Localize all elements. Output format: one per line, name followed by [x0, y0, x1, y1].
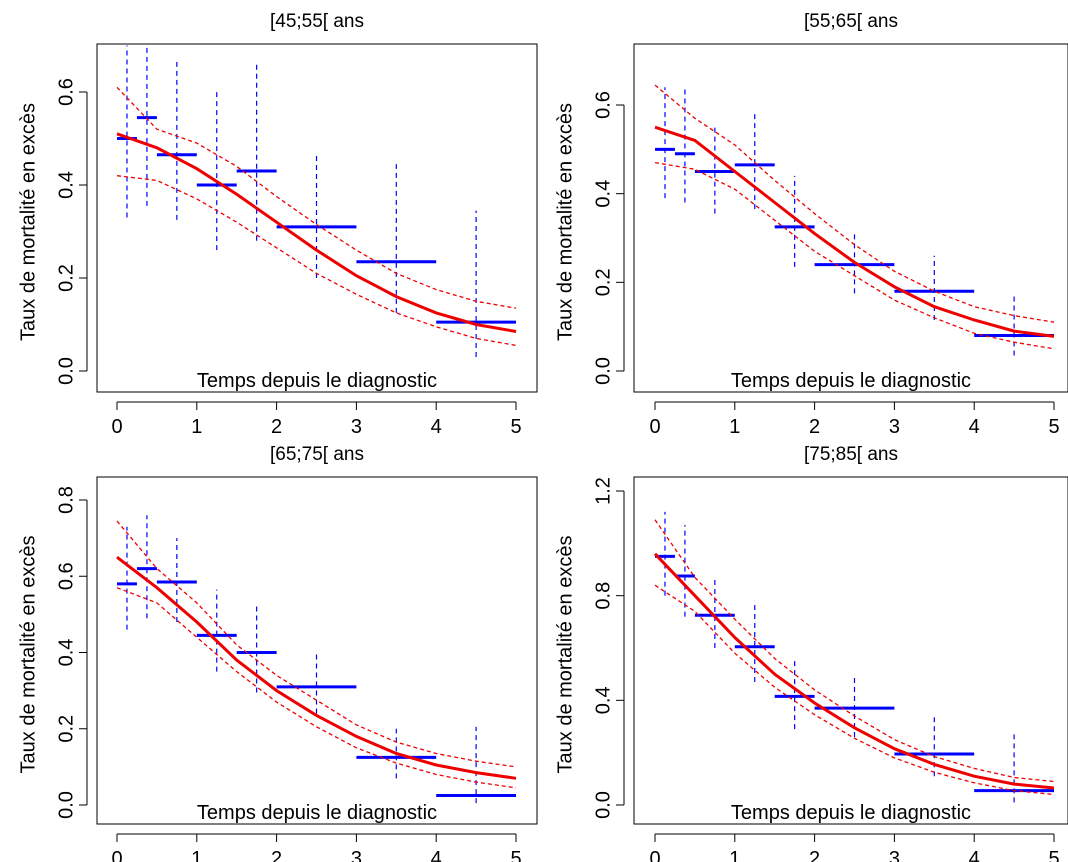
x-tick-label: 5: [1048, 848, 1059, 862]
y-tick-label: 0.0: [592, 357, 614, 385]
model-lower-ci-line: [116, 175, 517, 347]
x-tick-label: 1: [191, 848, 202, 862]
y-tick-label: 0.6: [592, 91, 614, 119]
panel-title: [65;75[ ans: [270, 444, 364, 465]
x-tick-label: 1: [729, 848, 740, 862]
x-tick-label: 4: [969, 848, 980, 862]
panel-1: [45;55[ ans 0 1 2 3 4 5 0.0 0.2 0.4 0.6 Taux de mor…: [17, 11, 538, 438]
y-tick-label: 0.6: [55, 562, 77, 590]
x-tick-label: 2: [809, 416, 820, 438]
model-estimate-line: [116, 132, 517, 333]
x-tick-label: 2: [809, 848, 820, 862]
panel-title: [55;65[ ans: [804, 11, 898, 32]
x-tick-label: 0: [111, 848, 122, 862]
model-lower-ci-line: [654, 161, 1055, 350]
y-tick-label: 0.0: [592, 791, 614, 819]
x-tick-label: 2: [271, 416, 282, 438]
model-estimate-line: [116, 556, 517, 780]
y-tick-label: 1.2: [592, 477, 614, 505]
plot-data: [653, 511, 1055, 803]
model-upper-ci-line: [654, 519, 1055, 783]
plot-data: [116, 44, 517, 358]
x-tick-label: 3: [351, 848, 362, 862]
panel-3: [65;75[ ans 0 1 2 3 4 5 0.0 0.2 0.4 0.6 0.8 Taux de …: [17, 444, 538, 862]
panel-title: [75;85[ ans: [804, 444, 898, 465]
x-tick-label: 3: [889, 416, 900, 438]
y-tick-label: 0.4: [592, 180, 614, 208]
panel-2: [55;65[ ans 0 1 2 3 4 5 0.0 0.2 0.4 0.6 Taux de mor…: [554, 11, 1068, 438]
x-tick-label: 4: [431, 848, 442, 862]
x-tick-label: 0: [111, 416, 122, 438]
x-axis-label: Temps depuis le diagnostic: [197, 802, 437, 824]
x-axis-label: Temps depuis le diagnostic: [731, 370, 971, 392]
x-tick-label: 4: [431, 416, 442, 438]
x-axis-label: Temps depuis le diagnostic: [731, 802, 971, 824]
x-tick-label: 0: [649, 416, 660, 438]
panel-title: [45;55[ ans: [270, 11, 364, 32]
x-axis-label: Temps depuis le diagnostic: [197, 370, 437, 392]
y-axis-label: Taux de mortalité en excès: [17, 536, 39, 774]
plot-data: [116, 515, 517, 804]
model-upper-ci-line: [116, 520, 517, 768]
plot-frame: [96, 476, 538, 825]
model-estimate-line: [654, 125, 1055, 338]
y-tick-label: 0.8: [592, 582, 614, 610]
y-axis-label: Taux de mortalité en excès: [17, 103, 39, 341]
panel-4: [75;85[ ans 0 1 2 3 4 5 0.0 0.4 0.8 1.2 Taux de mor…: [554, 444, 1068, 862]
model-upper-ci-line: [116, 86, 517, 309]
y-tick-label: 0.8: [55, 486, 77, 514]
y-tick-label: 0.6: [55, 78, 77, 106]
x-tick-label: 1: [191, 416, 202, 438]
x-tick-label: 5: [510, 848, 521, 862]
plot-frame: [633, 476, 1068, 825]
y-tick-label: 0.2: [55, 264, 77, 292]
x-tick-label: 4: [969, 416, 980, 438]
y-tick-label: 0.0: [55, 357, 77, 385]
x-tick-label: 3: [351, 416, 362, 438]
model-lower-ci-line: [654, 584, 1055, 796]
y-axis-label: Taux de mortalité en excès: [554, 536, 576, 774]
y-tick-label: 0.4: [55, 639, 77, 667]
model-upper-ci-line: [654, 84, 1055, 323]
y-tick-label: 0.4: [592, 686, 614, 714]
plot-frame: [96, 43, 538, 393]
x-tick-label: 3: [889, 848, 900, 862]
y-tick-label: 0.0: [55, 791, 77, 819]
x-tick-label: 1: [729, 416, 740, 438]
y-tick-label: 0.2: [592, 268, 614, 296]
plot-data: [654, 84, 1055, 356]
x-tick-label: 5: [510, 416, 521, 438]
model-estimate-line: [653, 552, 1055, 790]
x-tick-label: 0: [649, 848, 660, 862]
x-tick-label: 2: [271, 848, 282, 862]
y-tick-label: 0.2: [55, 715, 77, 743]
model-lower-ci-line: [116, 587, 517, 789]
y-axis-label: Taux de mortalité en excès: [554, 103, 576, 341]
x-tick-label: 5: [1048, 416, 1059, 438]
plot-frame: [633, 43, 1068, 393]
y-tick-label: 0.4: [55, 171, 77, 199]
